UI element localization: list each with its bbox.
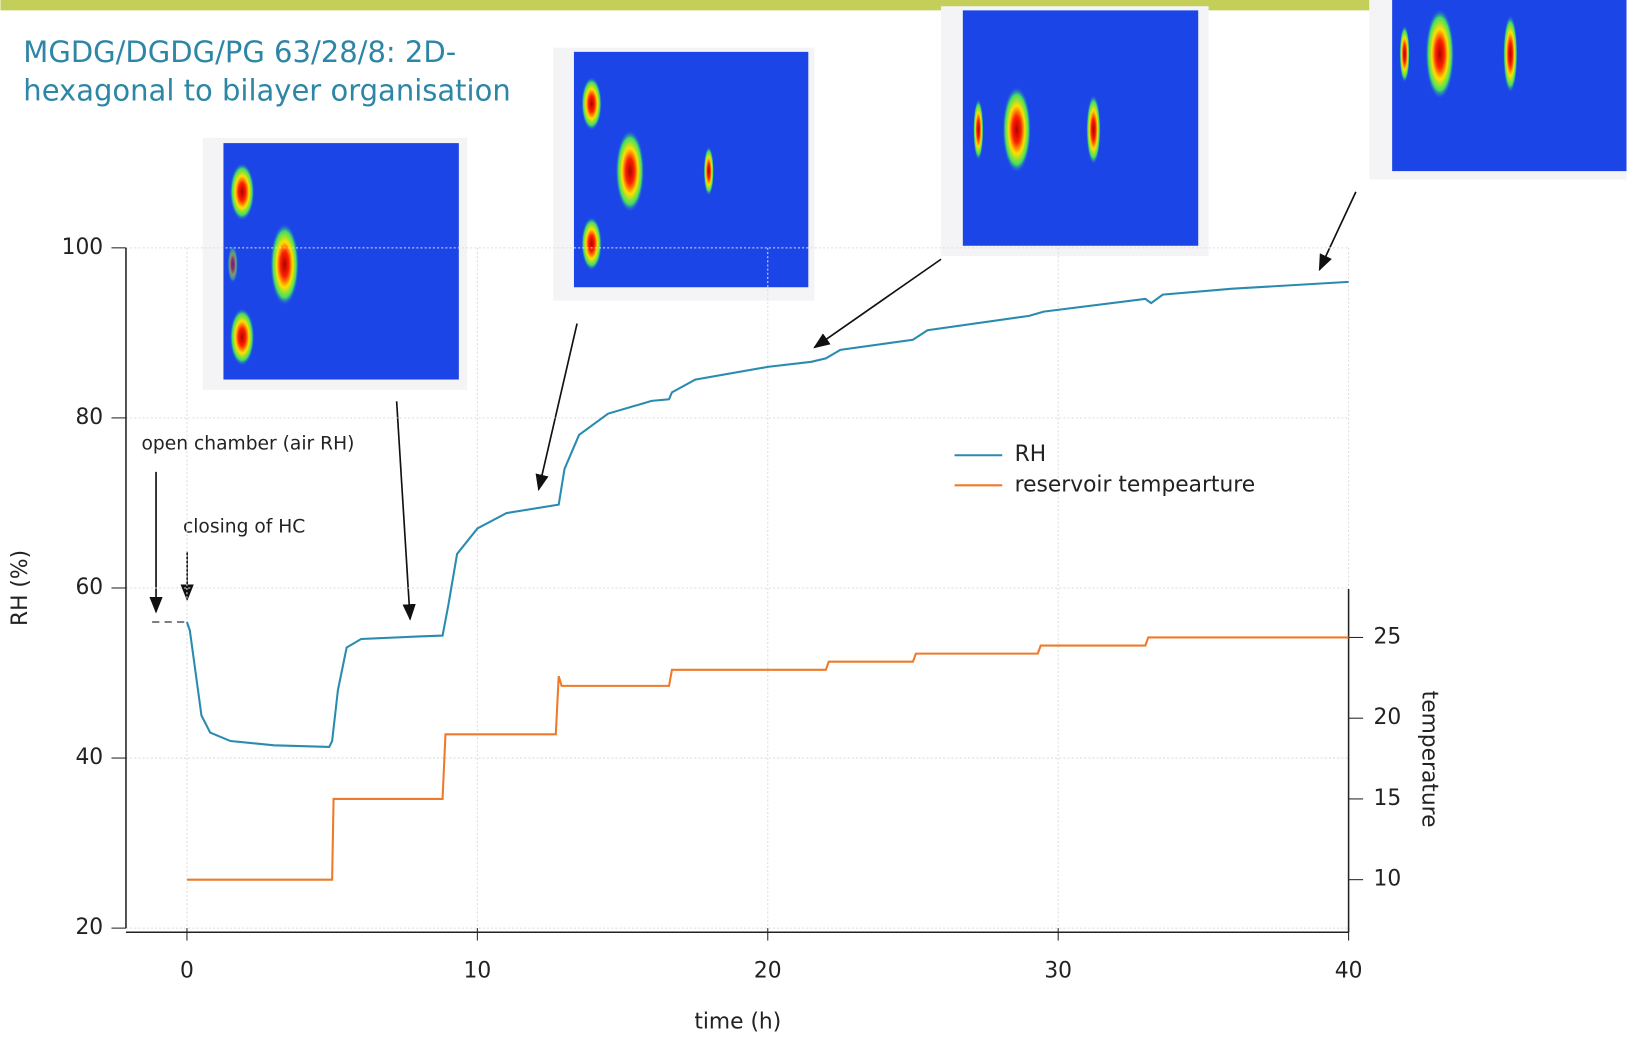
y-tick-label: 80 (75, 405, 103, 430)
diffraction-image (941, 6, 1209, 257)
diffraction-image (202, 137, 468, 390)
y2-tick-label: 15 (1373, 786, 1401, 811)
x-axis-label: time (h) (694, 1009, 781, 1034)
legend-label: RH (1015, 442, 1047, 467)
y2-tick-label: 25 (1373, 624, 1401, 649)
x-tick-label: 20 (754, 959, 782, 984)
annotation: closing of HC (183, 516, 305, 537)
y2-tick-label: 20 (1373, 705, 1401, 730)
x-tick-label: 30 (1044, 959, 1072, 984)
chart-title: MGDG/DGDG/PG 63/28/8: 2D- (23, 35, 456, 69)
y-tick-label: 40 (75, 745, 103, 770)
diffraction-image (553, 47, 815, 301)
line (185, 280, 1349, 749)
x-tick-label: 0 (180, 959, 194, 984)
y-tick-label: 60 (75, 575, 103, 600)
diffraction-image (1369, 0, 1627, 180)
x-tick-label: 40 (1335, 959, 1363, 984)
y-tick-label: 20 (75, 915, 103, 940)
y-tick-label: 100 (62, 235, 104, 260)
y2-axis-label: temperature (1416, 691, 1441, 828)
header-bar (0, 0, 1370, 11)
y2-tick-label: 10 (1373, 867, 1401, 892)
chart-title: hexagonal to bilayer organisation (23, 74, 510, 108)
legend-label: reservoir tempearture (1015, 472, 1255, 497)
x-tick-label: 10 (464, 959, 492, 984)
line (186, 636, 1349, 881)
y-axis-label: RH (%) (8, 550, 33, 626)
annotation: open chamber (air RH) (142, 433, 355, 454)
